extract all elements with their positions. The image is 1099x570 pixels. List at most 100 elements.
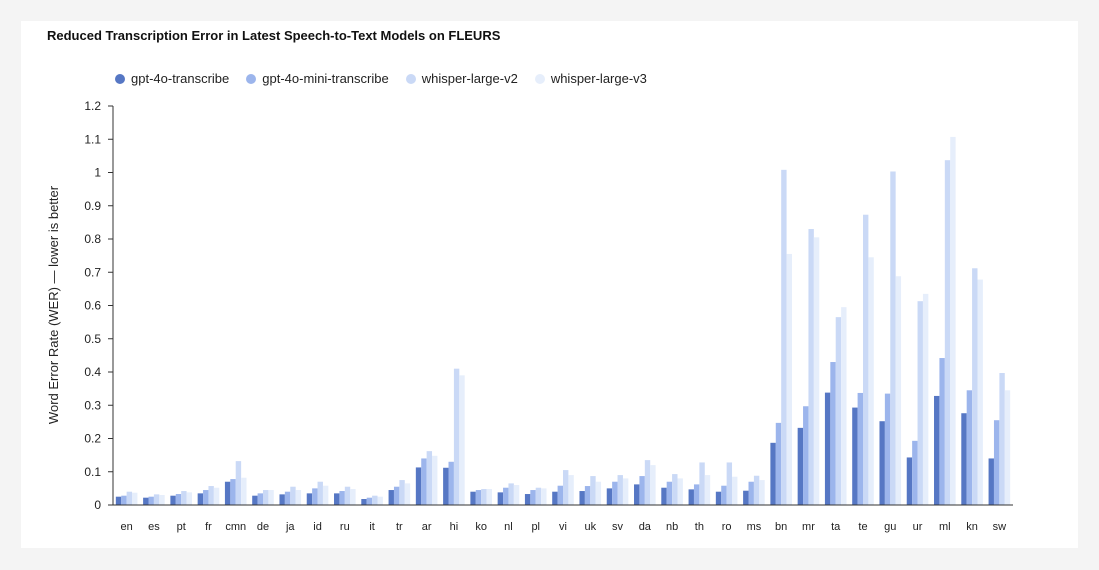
bar-ko-whisper-large-v3 <box>486 489 492 505</box>
bar-ml-gpt-4o-transcribe <box>934 395 940 505</box>
bar-ur-whisper-large-v3 <box>922 293 929 505</box>
bar-gu-gpt-4o-transcribe <box>879 421 885 505</box>
legend-item-gpt-4o-mini-transcribe: gpt-4o-mini-transcribe <box>246 71 389 86</box>
bar-th-whisper-large-v2 <box>699 462 705 505</box>
bar-te-whisper-large-v2 <box>863 214 869 506</box>
bar-ms-whisper-large-v3 <box>759 480 765 505</box>
bar-sw-whisper-large-v2 <box>999 372 1005 505</box>
bar-ta-whisper-large-v3 <box>841 307 847 505</box>
bar-es-gpt-4o-mini-transcribe <box>148 496 154 505</box>
bar-ro-whisper-large-v3 <box>732 476 738 505</box>
bar-nl-whisper-large-v3 <box>513 485 520 505</box>
y-tick-label: 0.1 <box>84 465 101 479</box>
x-tick-label: ur <box>913 521 923 533</box>
bar-ja-whisper-large-v3 <box>295 490 302 505</box>
bar-da-gpt-4o-transcribe <box>634 484 640 505</box>
bar-ko-gpt-4o-mini-transcribe <box>475 490 482 505</box>
bar-ru-gpt-4o-transcribe <box>334 493 340 505</box>
bar-ms-whisper-large-v2 <box>753 475 760 505</box>
bar-nl-whisper-large-v2 <box>508 483 514 505</box>
bar-bn-gpt-4o-mini-transcribe <box>775 422 782 505</box>
bar-cmn-whisper-large-v2 <box>235 461 242 505</box>
bar-sw-gpt-4o-transcribe <box>988 458 994 505</box>
bar-fr-gpt-4o-transcribe <box>197 493 204 505</box>
bar-sv-whisper-large-v2 <box>617 475 623 505</box>
bar-uk-whisper-large-v3 <box>595 481 602 505</box>
bar-id-gpt-4o-mini-transcribe <box>312 488 318 505</box>
bar-vi-gpt-4o-transcribe <box>552 491 558 505</box>
bar-hi-gpt-4o-transcribe <box>443 467 449 505</box>
bar-uk-gpt-4o-mini-transcribe <box>584 486 591 505</box>
bar-pt-whisper-large-v3 <box>186 492 192 505</box>
bar-th-gpt-4o-mini-transcribe <box>693 484 700 505</box>
x-tick-label: ar <box>422 521 432 533</box>
x-tick-label: nl <box>504 521 513 533</box>
bar-fr-gpt-4o-mini-transcribe <box>203 490 209 505</box>
legend-label: gpt-4o-transcribe <box>131 71 230 86</box>
bar-te-whisper-large-v3 <box>868 257 874 505</box>
bar-ta-whisper-large-v2 <box>835 317 842 505</box>
legend-item-gpt-4o-transcribe: gpt-4o-transcribe <box>115 71 229 86</box>
bar-sw-gpt-4o-mini-transcribe <box>993 420 1000 505</box>
bar-pt-whisper-large-v2 <box>181 491 187 505</box>
bar-pl-gpt-4o-transcribe <box>524 494 531 505</box>
y-axis-label: Word Error Rate (WER) — lower is better <box>46 185 61 424</box>
x-tick-label: ta <box>831 521 841 533</box>
legend-label: whisper-large-v2 <box>421 71 518 86</box>
legend-item-whisper-large-v3: whisper-large-v3 <box>534 71 647 86</box>
bar-uk-gpt-4o-transcribe <box>579 491 585 505</box>
bar-uk-whisper-large-v2 <box>590 476 596 505</box>
bar-ml-gpt-4o-mini-transcribe <box>939 358 945 505</box>
x-tick-label: id <box>313 521 322 533</box>
bar-it-whisper-large-v3 <box>377 496 383 505</box>
y-tick-label: 0.9 <box>84 199 101 213</box>
bar-sw-whisper-large-v3 <box>1004 390 1011 505</box>
x-tick-label: fr <box>205 521 212 533</box>
x-tick-label: ml <box>939 521 951 533</box>
bar-en-gpt-4o-transcribe <box>115 496 122 505</box>
bar-it-gpt-4o-transcribe <box>361 499 367 505</box>
bar-nb-whisper-large-v3 <box>677 478 683 505</box>
x-tick-label: nb <box>666 521 678 533</box>
x-tick-label: vi <box>559 521 567 533</box>
bar-es-gpt-4o-transcribe <box>143 497 149 505</box>
bar-ar-whisper-large-v2 <box>426 451 433 505</box>
x-tick-label: mr <box>802 521 815 533</box>
bar-gu-whisper-large-v2 <box>890 171 896 505</box>
y-tick-label: 1 <box>94 166 101 180</box>
bar-de-whisper-large-v2 <box>263 490 269 505</box>
x-tick-label: ko <box>475 521 487 533</box>
bar-de-gpt-4o-transcribe <box>252 495 258 505</box>
legend-swatch <box>246 73 257 84</box>
bar-pt-gpt-4o-transcribe <box>170 495 176 505</box>
bar-ur-gpt-4o-transcribe <box>906 457 913 505</box>
bar-it-gpt-4o-mini-transcribe <box>366 497 373 505</box>
x-tick-label: es <box>148 521 160 533</box>
bar-nl-gpt-4o-mini-transcribe <box>503 487 509 505</box>
x-tick-label: uk <box>584 521 596 533</box>
bar-mr-gpt-4o-transcribe <box>797 427 804 505</box>
bar-hi-whisper-large-v3 <box>459 375 465 505</box>
bar-fr-whisper-large-v3 <box>213 487 220 505</box>
bar-id-whisper-large-v3 <box>322 485 329 505</box>
x-tick-label: gu <box>884 521 896 533</box>
bar-te-gpt-4o-transcribe <box>852 407 858 505</box>
bar-tr-whisper-large-v2 <box>399 480 405 505</box>
bar-gu-whisper-large-v3 <box>895 276 902 505</box>
bar-ms-gpt-4o-mini-transcribe <box>748 481 754 505</box>
x-tick-label: hi <box>450 521 459 533</box>
bar-sv-gpt-4o-transcribe <box>606 488 613 505</box>
bar-nb-gpt-4o-transcribe <box>661 487 667 505</box>
y-tick-label: 0.4 <box>84 365 101 379</box>
bar-mr-whisper-large-v2 <box>808 229 814 505</box>
x-tick-label: de <box>257 521 269 533</box>
x-tick-label: te <box>858 521 867 533</box>
bar-ta-gpt-4o-transcribe <box>824 392 831 505</box>
bar-id-gpt-4o-transcribe <box>306 493 313 505</box>
bar-nl-gpt-4o-transcribe <box>497 492 504 505</box>
bar-tr-whisper-large-v3 <box>404 483 411 505</box>
bar-ms-gpt-4o-transcribe <box>743 490 749 505</box>
bar-da-whisper-large-v3 <box>650 465 656 505</box>
bar-pl-gpt-4o-mini-transcribe <box>530 490 536 505</box>
